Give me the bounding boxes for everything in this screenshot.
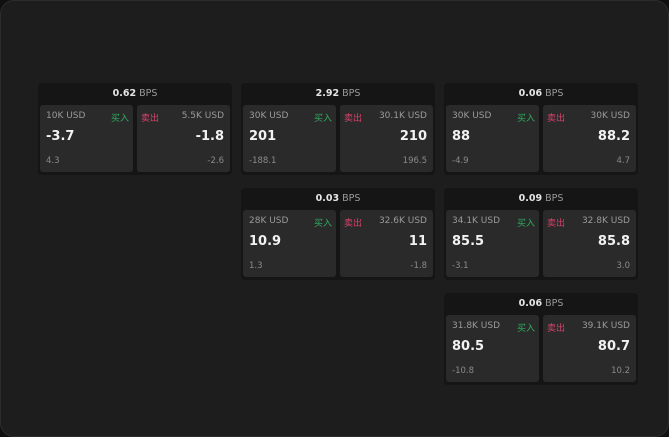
buy-price: -3.7 [46,129,75,144]
buy-button[interactable]: 31.8K USD 买入 80.5 -10.8 [446,315,539,382]
buy-quantity: 28K USD [249,216,289,226]
buy-change: -10.8 [452,366,474,376]
buy-button[interactable]: 30K USD 买入 201 -188.1 [243,105,336,172]
buy-price: 80.5 [452,339,485,354]
buy-label: 买入 [313,219,332,229]
price-widget: 0.06 BPS 31.8K USD 买入 80.5 -10.8 卖出 39.1K… [444,293,638,385]
spread-unit: BPS [545,298,564,309]
price-widget: 2.92 BPS 30K USD 买入 201 -188.1 卖出 30.1K U… [241,83,435,175]
price-widget: 0.62 BPS 10K USD 买入 -3.7 4.3 卖出 5.5K USD … [38,83,232,175]
sell-label: 卖出 [547,324,566,334]
sell-label: 卖出 [547,114,566,124]
buy-button[interactable]: 34.1K USD 买入 85.5 -3.1 [446,210,539,277]
sell-change: 3.0 [616,261,630,271]
sell-change: -1.8 [410,261,427,271]
sell-quantity: 30.1K USD [378,111,427,121]
spread-unit: BPS [545,88,564,99]
spread-header: 2.92 BPS [241,83,435,104]
sell-button[interactable]: 卖出 30.1K USD 210 196.5 [340,105,433,172]
spread-unit: BPS [139,88,158,99]
buy-change: 4.3 [46,156,60,166]
buy-label: 买入 [516,324,535,334]
sell-button[interactable]: 卖出 32.6K USD 11 -1.8 [340,210,433,277]
sell-price: 88.2 [597,129,630,144]
buy-button[interactable]: 28K USD 买入 10.9 1.3 [243,210,336,277]
buy-quantity: 30K USD [452,111,492,121]
sell-button[interactable]: 卖出 5.5K USD -1.8 -2.6 [137,105,230,172]
sell-price: 210 [399,129,427,144]
spread-header: 0.06 BPS [444,293,638,314]
buy-price: 201 [249,129,277,144]
buy-label: 买入 [516,114,535,124]
buy-label: 买入 [516,219,535,229]
sell-change: -2.6 [207,156,224,166]
buy-button[interactable]: 30K USD 买入 88 -4.9 [446,105,539,172]
spread-header: 0.03 BPS [241,188,435,209]
spread-unit: BPS [342,88,361,99]
buy-change: -3.1 [452,261,469,271]
sell-label: 卖出 [547,219,566,229]
sell-change: 196.5 [402,156,427,166]
spread-value: 0.06 [518,88,543,99]
sell-label: 卖出 [344,114,363,124]
sell-price: 11 [408,234,427,249]
spread-value: 0.62 [112,88,137,99]
sell-quantity: 39.1K USD [581,321,630,331]
price-widget: 0.06 BPS 30K USD 买入 88 -4.9 卖出 30K USD 88… [444,83,638,175]
buy-quantity: 30K USD [249,111,289,121]
spread-value: 0.09 [518,193,543,204]
sell-change: 10.2 [611,366,630,376]
buy-quantity: 31.8K USD [452,321,501,331]
buy-label: 买入 [313,114,332,124]
buy-label: 买入 [110,114,129,124]
spread-header: 0.06 BPS [444,83,638,104]
sell-label: 卖出 [141,114,160,124]
sell-quantity: 30K USD [590,111,630,121]
sell-price: -1.8 [195,129,224,144]
sell-button[interactable]: 卖出 39.1K USD 80.7 10.2 [543,315,636,382]
buy-change: -188.1 [249,156,277,166]
spread-value: 2.92 [315,88,340,99]
buy-change: -4.9 [452,156,469,166]
sell-quantity: 32.6K USD [378,216,427,226]
buy-change: 1.3 [249,261,263,271]
sell-quantity: 5.5K USD [181,111,224,121]
buy-price: 88 [452,129,471,144]
spread-unit: BPS [342,193,361,204]
sell-price: 85.8 [597,234,630,249]
sell-change: 4.7 [616,156,630,166]
buy-quantity: 34.1K USD [452,216,501,226]
sell-button[interactable]: 卖出 32.8K USD 85.8 3.0 [543,210,636,277]
buy-price: 85.5 [452,234,485,249]
spread-header: 0.09 BPS [444,188,638,209]
price-widget: 0.03 BPS 28K USD 买入 10.9 1.3 卖出 32.6K USD… [241,188,435,280]
spread-header: 0.62 BPS [38,83,232,104]
sell-quantity: 32.8K USD [581,216,630,226]
price-widget: 0.09 BPS 34.1K USD 买入 85.5 -3.1 卖出 32.8K … [444,188,638,280]
buy-quantity: 10K USD [46,111,86,121]
buy-button[interactable]: 10K USD 买入 -3.7 4.3 [40,105,133,172]
sell-label: 卖出 [344,219,363,229]
buy-price: 10.9 [249,234,282,249]
spread-value: 0.06 [518,298,543,309]
sell-price: 80.7 [597,339,630,354]
sell-button[interactable]: 卖出 30K USD 88.2 4.7 [543,105,636,172]
spread-unit: BPS [545,193,564,204]
spread-value: 0.03 [315,193,340,204]
